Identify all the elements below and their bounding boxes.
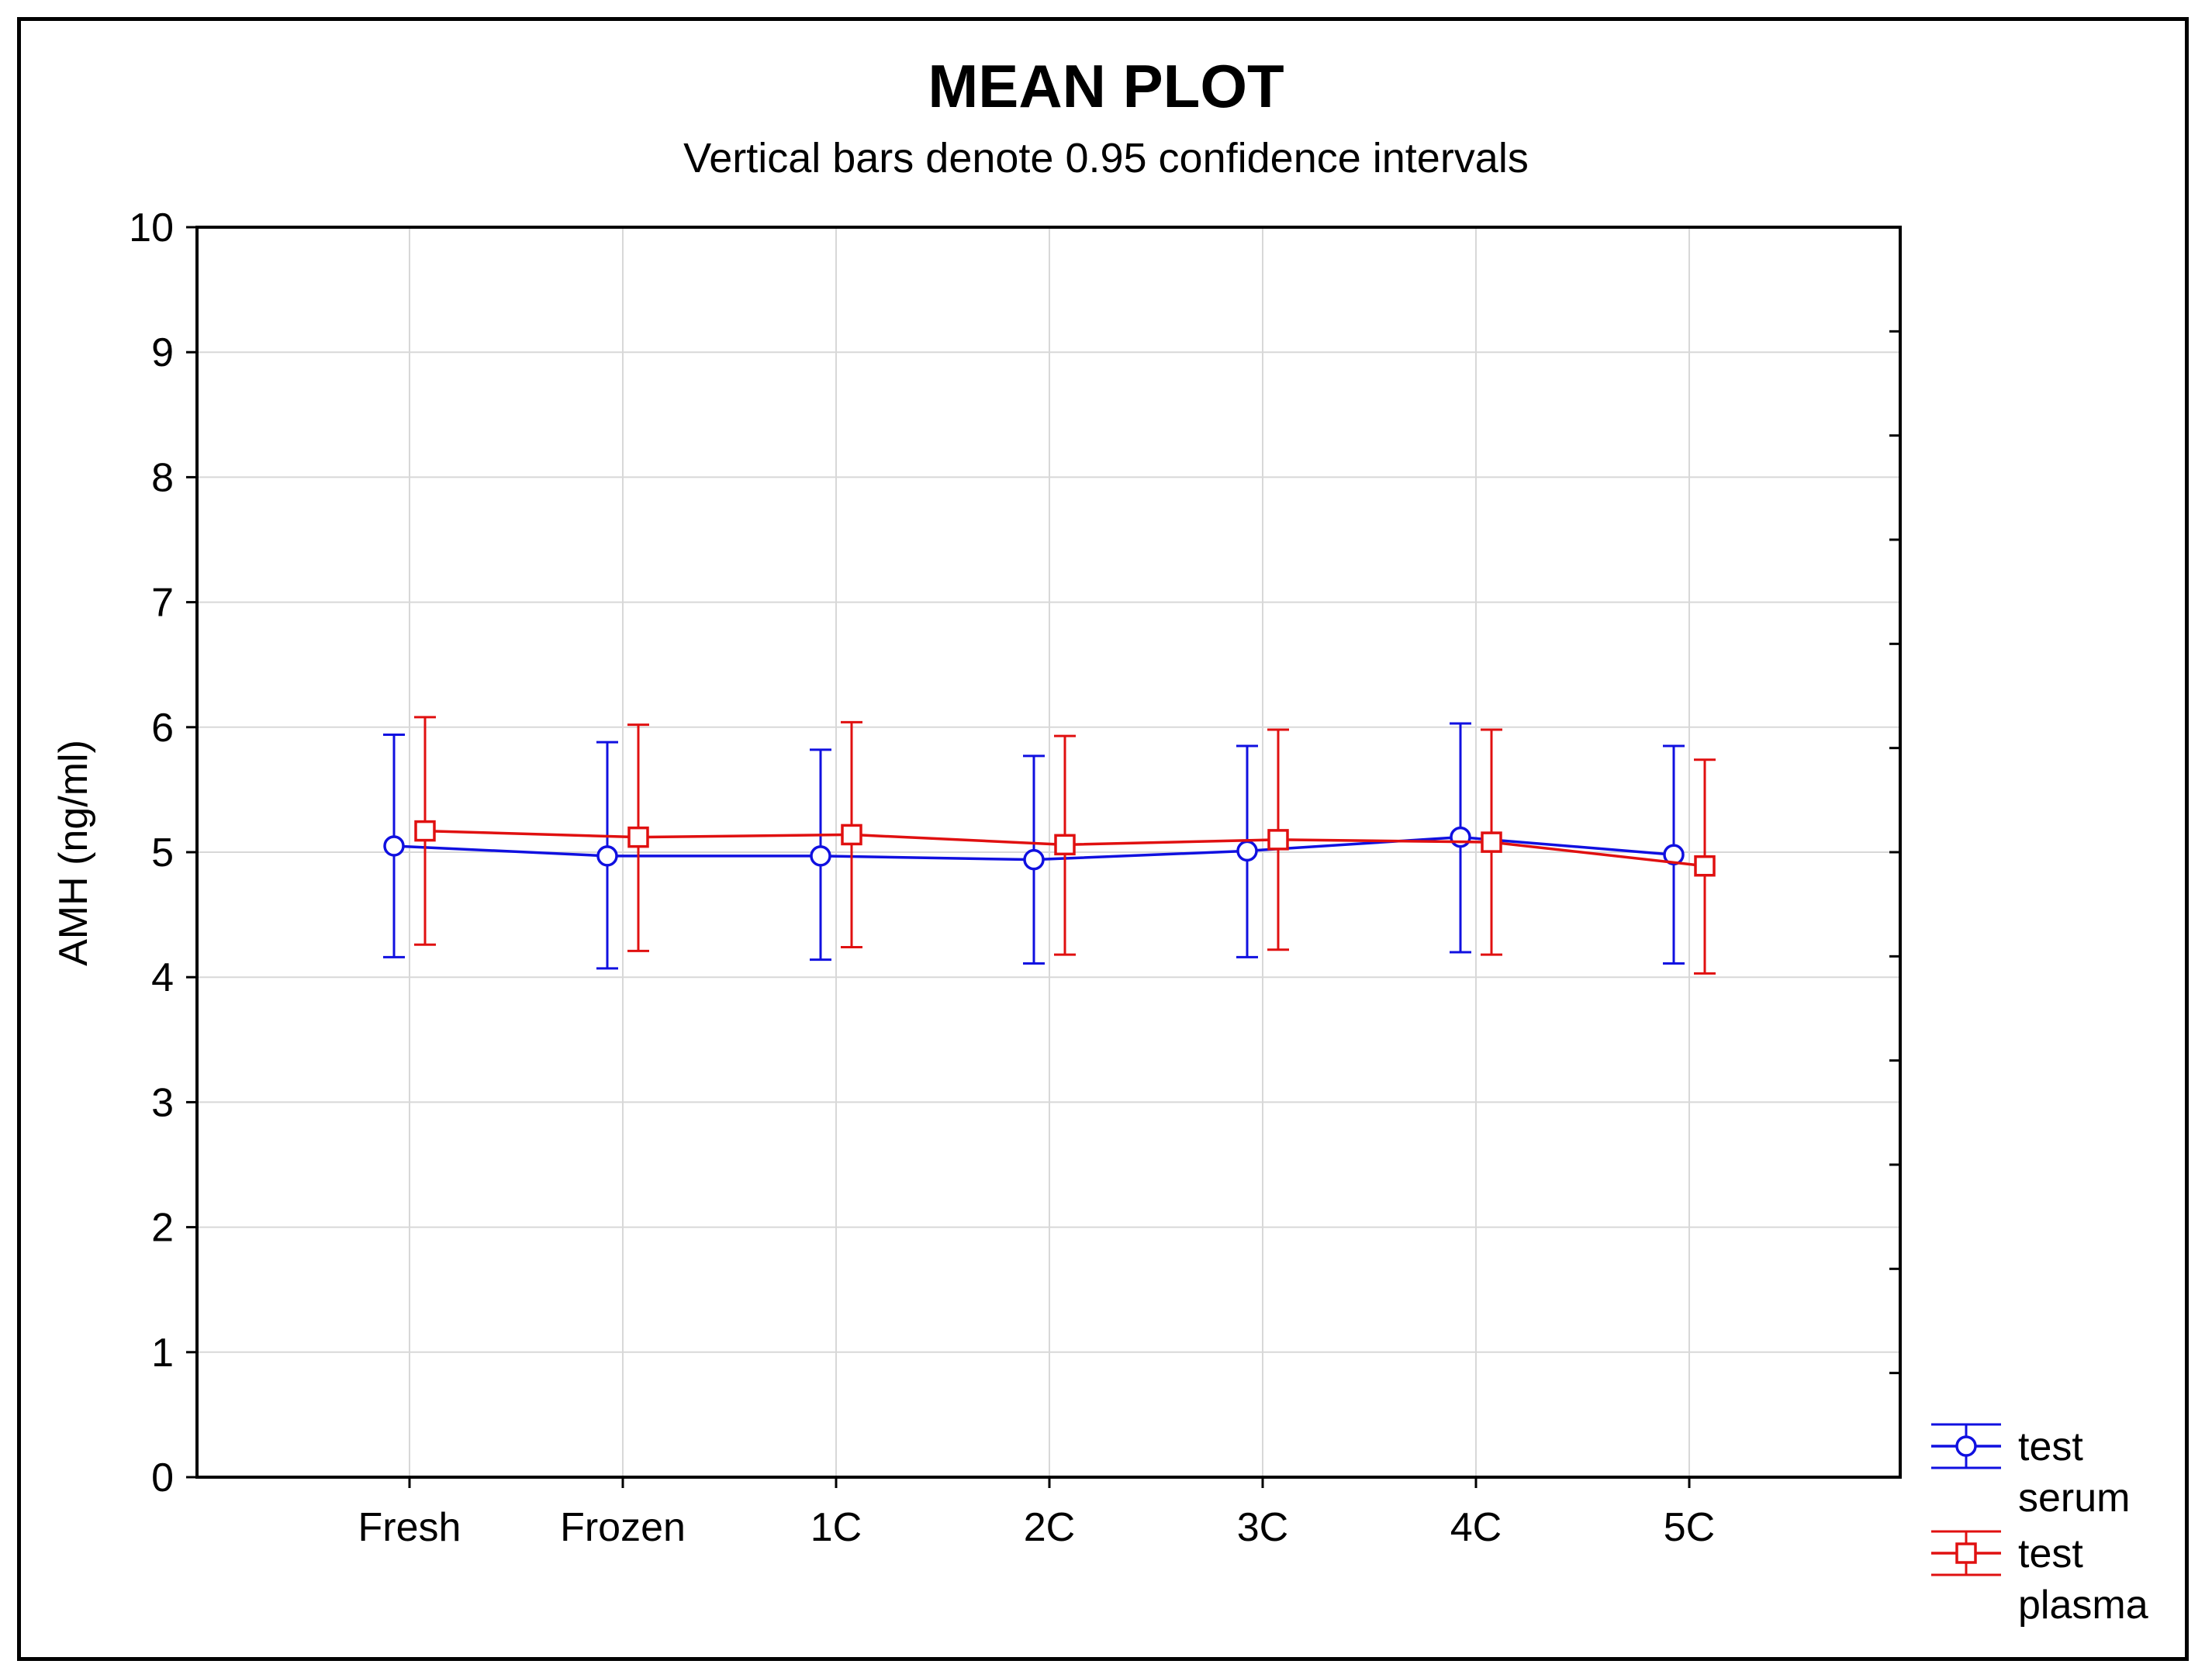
x-tick-label: 4C — [1450, 1505, 1502, 1550]
legend: test serum test plasma — [1931, 1423, 2148, 1628]
y-tick-label: 8 — [151, 455, 174, 500]
legend-entry: test plasma — [1931, 1530, 2148, 1628]
y-tick-label: 2 — [151, 1206, 174, 1251]
data-point-marker — [1481, 831, 1502, 853]
x-tick-label: 2C — [1024, 1505, 1075, 1550]
data-series — [383, 716, 1716, 975]
data-point-marker — [383, 835, 405, 857]
data-point-marker — [1054, 834, 1076, 856]
data-point-marker — [1663, 844, 1685, 865]
y-tick-label: 9 — [151, 330, 174, 375]
legend-label: plasma — [2018, 1583, 2148, 1628]
legend-marker — [1955, 1542, 1977, 1564]
chart-title: MEAN PLOT — [928, 52, 1284, 120]
data-point-marker — [1267, 829, 1289, 851]
data-point-marker — [1450, 826, 1471, 848]
chart-subtitle: Vertical bars denote 0.95 confidence int… — [683, 135, 1529, 181]
y-tick-label: 3 — [151, 1080, 174, 1125]
data-point-marker — [1236, 840, 1258, 862]
chart-frame — [17, 17, 2189, 1661]
data-point-marker — [627, 826, 649, 848]
legend-label: test — [2018, 1424, 2083, 1469]
y-tick-label: 4 — [151, 955, 174, 1000]
y-tick-label: 6 — [151, 706, 174, 751]
y-tick-label: 7 — [151, 581, 174, 626]
data-point-marker — [841, 823, 862, 846]
axes: 0 1 2 3 4 5 6 7 8 9 10 Fresh Frozen 1C 2C 3C 4C 5C — [129, 205, 1902, 1550]
x-tick-label: 1C — [810, 1505, 862, 1550]
series-test-plasma — [414, 716, 1716, 975]
y-tick-label: 5 — [151, 830, 174, 875]
y-tick-label: 10 — [129, 205, 174, 250]
data-point-marker — [1023, 848, 1045, 871]
y-tick-label: 0 — [151, 1455, 174, 1500]
x-tick-label: 3C — [1237, 1505, 1288, 1550]
x-tick-label: 5C — [1664, 1505, 1715, 1550]
legend-label: serum — [2018, 1476, 2130, 1521]
legend-entry: test serum — [1931, 1423, 2130, 1521]
data-point-marker — [1694, 855, 1716, 877]
grid — [197, 227, 1900, 1477]
legend-label: test — [2018, 1531, 2083, 1576]
data-point-marker — [414, 820, 436, 842]
y-axis-label: AMH (ng/ml) — [51, 740, 96, 966]
x-tick-label: Frozen — [560, 1505, 686, 1550]
data-point-marker — [596, 845, 618, 867]
data-point-marker — [810, 845, 831, 867]
legend-marker — [1955, 1435, 1977, 1457]
x-tick-label: Fresh — [358, 1505, 461, 1550]
y-tick-label: 1 — [151, 1331, 174, 1376]
